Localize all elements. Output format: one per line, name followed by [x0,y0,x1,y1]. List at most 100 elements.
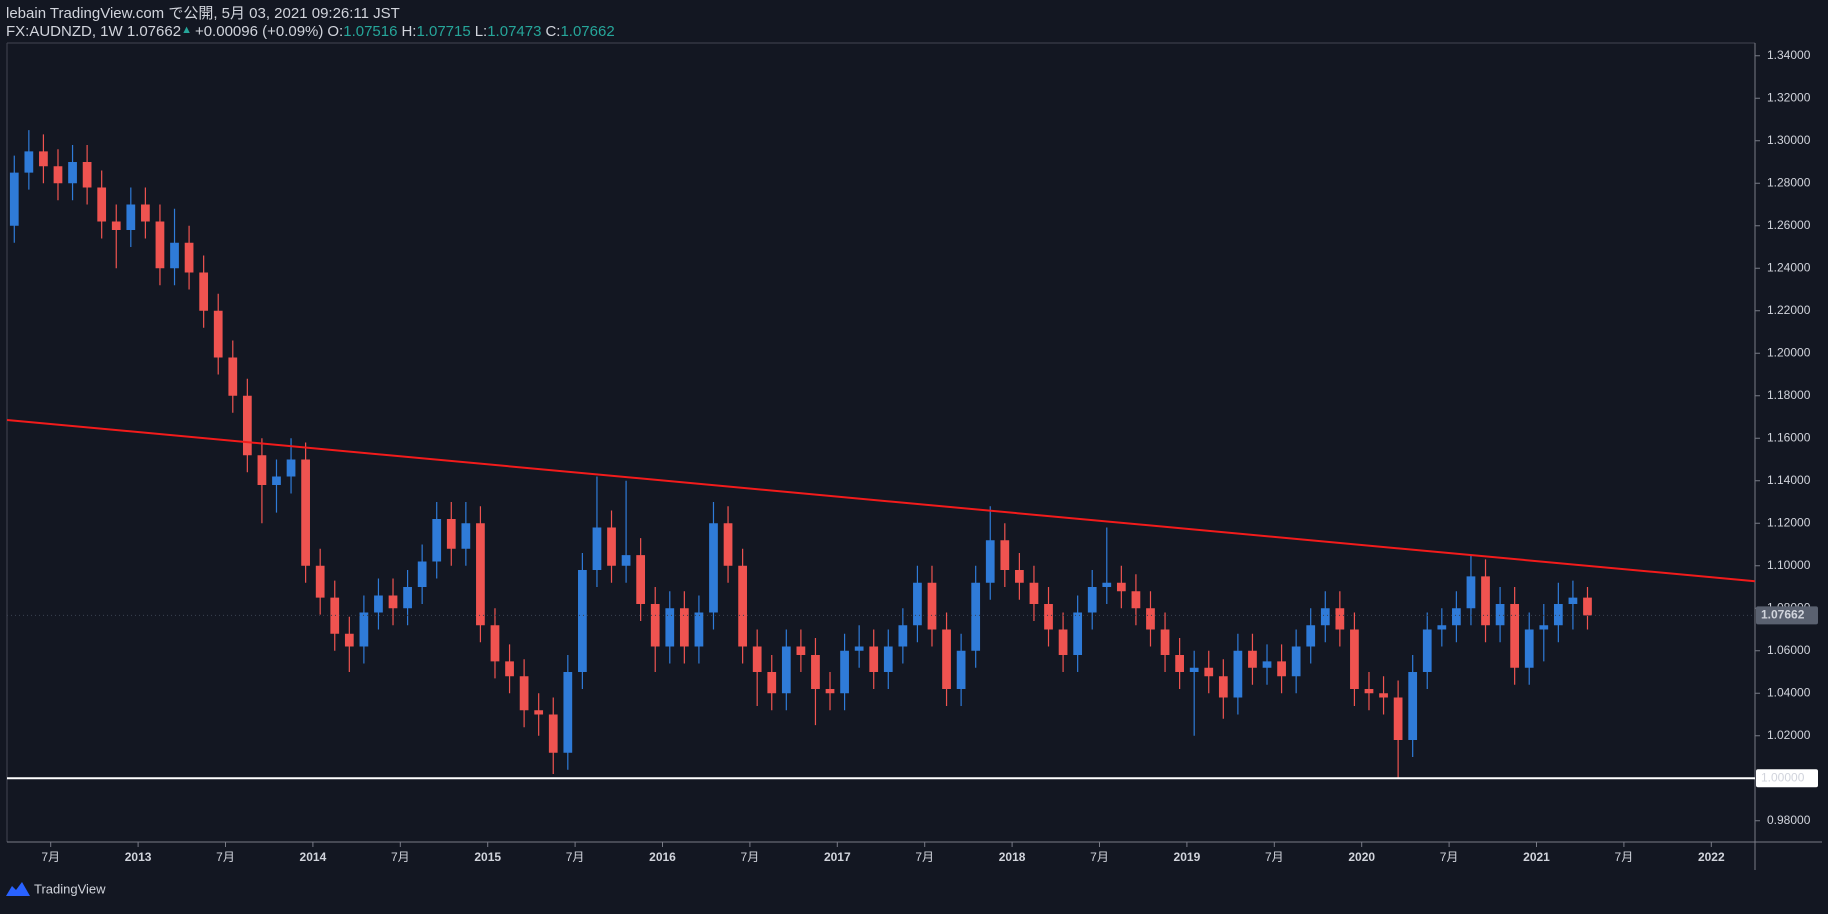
candle-body [1189,667,1199,672]
candle-body [505,661,514,677]
x-tick-label: 2017 [824,850,851,864]
candle-body [111,221,121,230]
candle-body [344,633,354,647]
symbol-line: FX:AUDNZD, 1W 1.07662▲ +0.00096 (+0.09%) O… [6,23,615,40]
candle-body [374,595,383,613]
candle-body [461,523,471,549]
y-tick-label: 1.06000 [1767,643,1811,657]
candle-body [1364,689,1374,694]
logo: TradingView [6,881,106,896]
candle-body [738,565,747,647]
candle-body [199,272,209,311]
candle-body [213,310,223,358]
ohlc-value: 1.07662 [560,23,614,40]
candle-body [694,612,704,647]
candle-body [869,646,879,672]
candle-body [1306,625,1316,647]
candle-body [650,604,660,647]
candle-body [330,597,340,634]
y-tick-label: 1.04000 [1767,685,1811,699]
candle-body [417,561,427,587]
candle-body [563,672,573,753]
candle-body [913,582,922,626]
candle-body [1291,646,1301,677]
x-tick-label: 7月 [391,850,410,864]
y-tick-label: 1.16000 [1767,430,1811,444]
candle-body [825,689,835,694]
candle-body [1015,570,1024,583]
candle-body [927,582,937,630]
candle-body [752,646,762,672]
x-tick-label: 7月 [915,850,934,864]
ohlc-label: L: [475,23,488,40]
candle-body [228,357,238,396]
y-tick-label: 1.32000 [1767,90,1811,104]
candle-body [1248,650,1257,668]
y-tick-label: 1.10000 [1767,558,1811,572]
change: +0.00096 (+0.09%) [195,23,323,40]
ohlc-value: 1.07516 [343,23,397,40]
y-tick-label: 1.30000 [1767,133,1811,147]
candle-body [1393,697,1403,740]
trendline [6,418,1756,583]
candle-body [883,646,893,672]
candle-body [1102,582,1112,587]
last-price-tag [1756,606,1818,625]
x-tick-label: 2020 [1348,850,1375,864]
ohlc-label: H: [401,23,416,40]
x-tick-label: 7月 [216,850,235,864]
candle-body [1044,604,1053,630]
candle-body [1146,608,1155,630]
candle-body [82,162,92,188]
candle-body [854,646,864,651]
y-tick-label: 0.98000 [1767,813,1811,827]
candle-body [446,519,456,549]
y-tick-label: 1.02000 [1767,728,1811,742]
candle-body [578,570,587,672]
candle-body [1131,591,1141,609]
x-tick-label: 7月 [1090,850,1109,864]
support-tag [1756,769,1818,788]
candle-body [1553,604,1563,626]
candle-body [126,204,136,230]
candle-body [956,650,966,689]
x-tick-label: 2014 [300,850,327,864]
candle-body [1320,608,1330,626]
candle-body [1116,582,1126,592]
logo-icon [6,882,30,896]
candle-body [1437,625,1447,630]
candle-body [359,612,369,647]
candle-body [985,540,995,583]
candle-body [709,523,718,613]
candle-body [1495,604,1505,626]
candle-body [607,527,616,566]
y-tick-label: 1.26000 [1767,218,1811,232]
candle-body [1204,667,1214,677]
y-tick-label: 1.20000 [1767,345,1811,359]
published-line: lebain TradingView.com で公開, 5月 03, 2021 … [6,5,400,22]
candle-body [1087,587,1097,613]
change-arrow: ▲ [181,24,192,36]
x-tick-label: 7月 [41,850,60,864]
candle-body [272,476,281,485]
candle-body [257,455,267,485]
candle-body [1073,612,1083,655]
candle-body [315,565,325,598]
y-tick-label: 1.22000 [1767,303,1811,317]
candle-body [1233,650,1243,698]
candle-body [621,555,631,566]
candle-body [68,162,77,184]
candle-body [184,242,194,273]
support-label: 1.00000 [1761,770,1805,784]
candle-body [388,595,398,609]
y-tick-label: 1.28000 [1767,175,1811,189]
candle-body [1481,576,1490,626]
candle-body [1160,629,1170,655]
last-price-label: 1.07662 [1761,608,1805,622]
candle-body [1510,604,1520,668]
x-tick-label: 2016 [649,850,676,864]
candle-body [39,151,48,167]
candle-body [898,625,908,647]
candle-body [1422,629,1432,672]
